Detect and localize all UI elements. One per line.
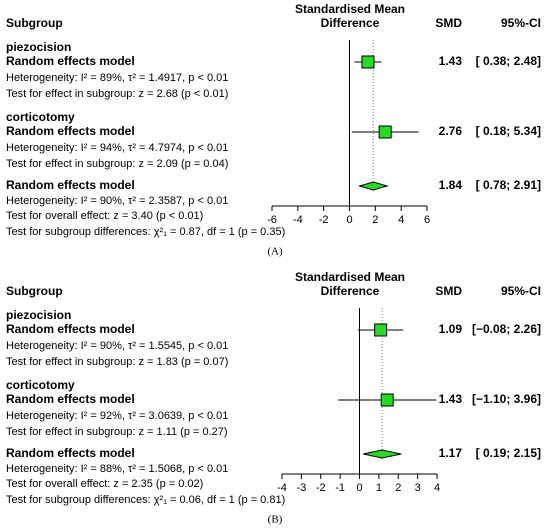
header-ci: 95%-CI — [501, 16, 541, 30]
smd-value: 1.09 — [439, 322, 463, 336]
x-tick-label: 2 — [372, 214, 378, 226]
effect-square — [378, 125, 392, 139]
ci-value: [−1.10; 3.96] — [472, 392, 541, 406]
x-tick-label: -2 — [316, 482, 326, 494]
x-tick-label: 0 — [356, 482, 362, 494]
smd-value: 1.43 — [439, 392, 463, 406]
subgroup-test: Test for effect in subgroup: z = 2.09 (p… — [6, 158, 228, 170]
subgroup-heterogeneity: Heterogeneity: I² = 92%, τ² = 3.0639, p … — [6, 410, 228, 422]
subgroup-difference-test: Test for subgroup differences: χ²₁ = 0.0… — [6, 494, 285, 506]
ci-value: [ 0.38; 2.48] — [476, 54, 541, 68]
overall-diamond — [363, 449, 402, 459]
x-tick-label: -4 — [293, 214, 303, 226]
smd-value: 1.84 — [439, 178, 463, 192]
x-tick-label: 4 — [434, 482, 440, 494]
x-tick-label: -2 — [319, 214, 329, 226]
subgroup-difference-test: Test for subgroup differences: χ²₁ = 0.8… — [6, 226, 285, 238]
header-smd: SMD — [435, 284, 462, 298]
header-subgroup: Subgroup — [6, 16, 63, 30]
x-tick-label: 1 — [376, 482, 382, 494]
x-tick-label: 0 — [346, 214, 352, 226]
smd-value: 1.17 — [439, 446, 463, 460]
panel-label: (B) — [268, 514, 283, 526]
subgroup-model: Random effects model — [6, 124, 135, 138]
subgroup-heterogeneity: Heterogeneity: I² = 90%, τ² = 1.5545, p … — [6, 340, 228, 352]
subgroup-test: Test for effect in subgroup: z = 1.83 (p… — [6, 356, 228, 368]
effect-square — [380, 393, 394, 407]
ci-value: [ 0.19; 2.15] — [476, 446, 541, 460]
header-effect: Difference — [321, 284, 380, 298]
subgroup-model: Random effects model — [6, 54, 135, 68]
overall-model: Random effects model — [6, 178, 135, 192]
x-tick-label: 4 — [398, 214, 404, 226]
header-effect: Standardised Mean — [295, 270, 405, 284]
smd-value: 2.76 — [439, 124, 463, 138]
ci-value: [ 0.18; 5.34] — [476, 124, 541, 138]
ci-value: [−0.08; 2.26] — [472, 322, 541, 336]
header-effect: Difference — [321, 16, 380, 30]
effect-square — [374, 323, 388, 337]
overall-heterogeneity: Heterogeneity: I² = 88%, τ² = 1.5068, p … — [6, 463, 228, 475]
smd-value: 1.43 — [439, 54, 463, 68]
subgroup-test: Test for effect in subgroup: z = 1.11 (p… — [6, 426, 228, 438]
effect-square — [361, 55, 375, 69]
x-tick-label: 6 — [424, 214, 430, 226]
header-smd: SMD — [435, 16, 462, 30]
header-effect: Standardised Mean — [295, 2, 405, 16]
x-tick-label: -3 — [296, 482, 306, 494]
x-tick-label: -1 — [335, 482, 345, 494]
subgroup-model: Random effects model — [6, 322, 135, 336]
overall-model: Random effects model — [6, 446, 135, 460]
subgroup-name: piezocision — [6, 40, 71, 54]
header-subgroup: Subgroup — [6, 284, 63, 298]
subgroup-name: corticotomy — [6, 110, 75, 124]
x-tick-label: -6 — [267, 214, 277, 226]
ci-value: [ 0.78; 2.91] — [476, 178, 541, 192]
subgroup-model: Random effects model — [6, 392, 135, 406]
header-ci: 95%-CI — [501, 284, 541, 298]
overall-diamond — [357, 181, 389, 191]
subgroup-name: piezocision — [6, 308, 71, 322]
overall-test: Test for overall effect: z = 2.35 (p = 0… — [6, 478, 203, 490]
subgroup-test: Test for effect in subgroup: z = 2.68 (p… — [6, 88, 228, 100]
x-tick-label: 3 — [415, 482, 421, 494]
overall-heterogeneity: Heterogeneity: I² = 90%, τ² = 2.3587, p … — [6, 195, 228, 207]
subgroup-heterogeneity: Heterogeneity: I² = 94%, τ² = 4.7974, p … — [6, 142, 228, 154]
panel-label: (A) — [267, 246, 283, 258]
subgroup-heterogeneity: Heterogeneity: I² = 89%, τ² = 1.4917, p … — [6, 72, 228, 84]
subgroup-name: corticotomy — [6, 378, 75, 392]
overall-test: Test for overall effect: z = 3.40 (p < 0… — [6, 210, 203, 222]
x-tick-label: 2 — [395, 482, 401, 494]
x-tick-label: -4 — [277, 482, 287, 494]
